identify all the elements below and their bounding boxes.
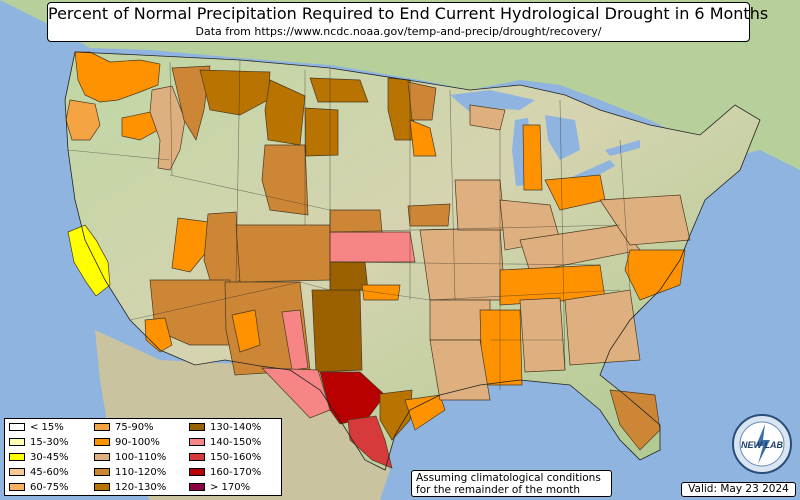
legend-label: 100-110% bbox=[115, 451, 167, 463]
us-coastline bbox=[64, 51, 761, 471]
region-montana-110-120 bbox=[171, 65, 211, 141]
legend-item: 60-75% bbox=[9, 480, 69, 494]
assumption-note-line1: Assuming climatological conditions bbox=[416, 472, 601, 484]
region-texas-south-150-160 bbox=[347, 415, 393, 469]
legend-item: > 170% bbox=[189, 480, 250, 494]
region-kansas-140-150 bbox=[329, 231, 416, 263]
legend-item: < 15% bbox=[9, 420, 64, 434]
region-iowa-110-120 bbox=[407, 203, 451, 227]
region-texas-west-140-150 bbox=[261, 367, 331, 419]
legend-swatch bbox=[189, 423, 205, 431]
legend-swatch bbox=[189, 483, 205, 491]
legend-swatch bbox=[94, 453, 110, 461]
legend-swatch bbox=[94, 438, 110, 446]
legend-label: 160-170% bbox=[210, 466, 262, 478]
map-title: Percent of Normal Precipitation Required… bbox=[48, 4, 769, 23]
gulf-of-mexico bbox=[400, 392, 610, 480]
legend-label: 120-130% bbox=[115, 481, 167, 493]
legend-swatch bbox=[189, 453, 205, 461]
region-arizona-90-100 bbox=[144, 317, 173, 353]
region-montana-east-130 bbox=[264, 79, 306, 146]
assumption-note-line2: for the remainder of the month bbox=[416, 484, 581, 496]
legend-label: 130-140% bbox=[210, 421, 262, 433]
legend-label: 140-150% bbox=[210, 436, 262, 448]
region-idaho-100-110 bbox=[149, 85, 186, 171]
legend-label: 60-75% bbox=[30, 481, 69, 493]
legend-item: 110-120% bbox=[94, 465, 166, 479]
region-montana-120-130 bbox=[199, 69, 271, 116]
legend-label: < 15% bbox=[30, 421, 64, 433]
region-mississippi-90-100 bbox=[479, 309, 523, 386]
canada-land bbox=[0, 0, 800, 170]
assumption-note: Assuming climatological conditions for t… bbox=[411, 470, 612, 497]
legend-swatch bbox=[9, 468, 25, 476]
region-texas-coast-90-100 bbox=[404, 394, 446, 431]
legend-label: 110-120% bbox=[115, 466, 167, 478]
legend-label: > 170% bbox=[210, 481, 251, 493]
region-michigan-90-100 bbox=[522, 124, 543, 191]
legend-item: 120-130% bbox=[94, 480, 166, 494]
legend-swatch bbox=[94, 483, 110, 491]
region-colorado-110-120 bbox=[235, 224, 333, 283]
legend-label: 150-160% bbox=[210, 451, 262, 463]
legend-label: 90-100% bbox=[115, 436, 160, 448]
region-wisconsin-90-100 bbox=[409, 119, 437, 157]
legend-swatch bbox=[9, 453, 25, 461]
lake-huron bbox=[545, 115, 580, 160]
region-minnesota-110-120 bbox=[407, 81, 437, 121]
region-wyoming-110-120 bbox=[261, 144, 309, 216]
region-dakota-120-130 bbox=[304, 107, 339, 157]
legend-swatch bbox=[9, 438, 25, 446]
legend-item: 140-150% bbox=[189, 435, 261, 449]
legend-item: 150-160% bbox=[189, 450, 261, 464]
valid-date: Valid: May 23 2024 bbox=[681, 482, 796, 497]
region-north-dakota-120-130 bbox=[309, 77, 369, 103]
legend-item: 45-60% bbox=[9, 465, 69, 479]
legend-item: 130-140% bbox=[189, 420, 261, 434]
state-borders bbox=[67, 59, 631, 390]
region-carolina-90-100 bbox=[624, 249, 686, 301]
region-oklahoma-90-100 bbox=[361, 284, 401, 301]
map-subtitle: Data from https://www.ncdc.noaa.gov/temp… bbox=[195, 25, 602, 38]
region-california-30-45 bbox=[67, 224, 111, 297]
region-texas-east-120-130 bbox=[379, 389, 413, 441]
lake-ontario bbox=[605, 140, 640, 156]
legend-swatch bbox=[189, 468, 205, 476]
legend-label: 30-45% bbox=[30, 451, 69, 463]
region-texas-panhandle-130-140 bbox=[311, 289, 363, 373]
logo-text: NEW LAB bbox=[741, 440, 783, 450]
region-illinois-100-110 bbox=[454, 179, 506, 231]
legend-item: 160-170% bbox=[189, 465, 261, 479]
region-new-mexico-140-150 bbox=[281, 309, 309, 371]
region-alabama-100-110 bbox=[519, 297, 566, 373]
legend-item: 15-30% bbox=[9, 435, 69, 449]
drought-regions bbox=[65, 51, 691, 469]
region-florida-110-120 bbox=[609, 389, 661, 451]
legend-swatch bbox=[94, 468, 110, 476]
region-louisiana-100-110 bbox=[429, 339, 491, 401]
legend-item: 30-45% bbox=[9, 450, 69, 464]
region-nebraska-110-120 bbox=[329, 209, 383, 233]
region-idaho-90-100 bbox=[121, 111, 159, 141]
legend-label: 75-90% bbox=[115, 421, 154, 433]
region-washington-90-100 bbox=[74, 51, 161, 103]
logo-lightning-icon bbox=[756, 424, 770, 464]
legend-label: 15-30% bbox=[30, 436, 69, 448]
legend-label: 45-60% bbox=[30, 466, 69, 478]
legend-swatch bbox=[9, 483, 25, 491]
legend-item: 75-90% bbox=[94, 420, 154, 434]
legend-swatch bbox=[9, 423, 25, 431]
region-nevada-90-100 bbox=[171, 217, 213, 273]
region-georgia-100-110 bbox=[564, 289, 641, 366]
legend-item: 100-110% bbox=[94, 450, 166, 464]
nwslab-logo: NEW LAB bbox=[732, 414, 792, 474]
region-new-mexico-90-100 bbox=[231, 309, 261, 353]
region-virginia-100-110 bbox=[599, 194, 691, 246]
legend-swatch bbox=[189, 438, 205, 446]
map-title-box: Percent of Normal Precipitation Required… bbox=[47, 2, 769, 42]
legend: < 15% 15-30% 30-45% 45-60% 60-75% 75-90% 90-10… bbox=[4, 418, 282, 496]
legend-item: 90-100% bbox=[94, 435, 160, 449]
legend-swatch bbox=[94, 423, 110, 431]
